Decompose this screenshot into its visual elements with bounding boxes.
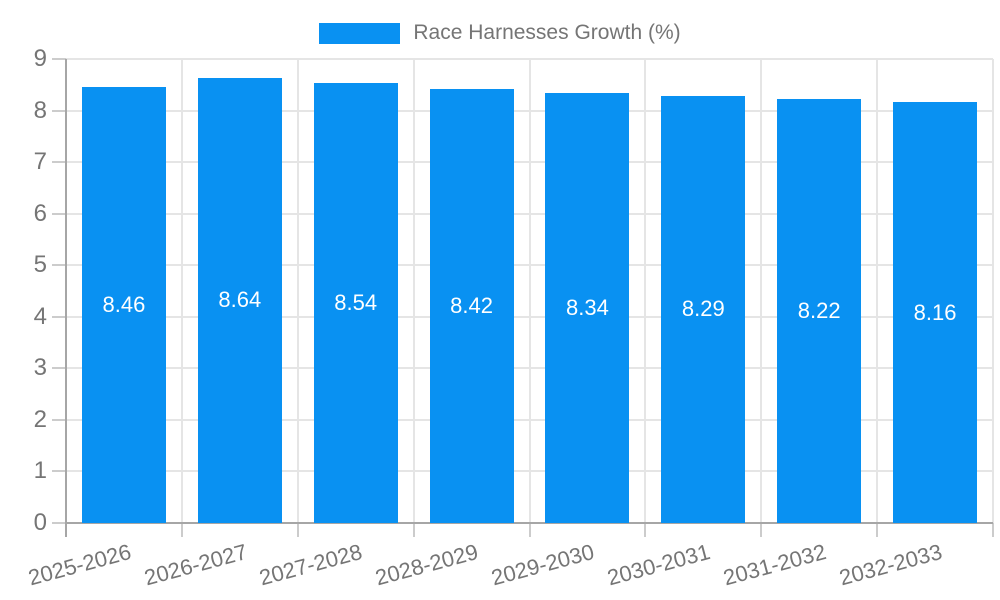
gridline-vertical (528, 59, 531, 523)
gridline-vertical (296, 59, 299, 523)
y-tick (52, 58, 66, 60)
x-tick (644, 523, 647, 537)
x-tick (296, 523, 299, 537)
x-tick (65, 523, 67, 537)
bar-value-label: 8.16 (913, 299, 957, 325)
x-axis-label: 2031-2032 (720, 539, 829, 591)
y-tick-label: 7 (33, 148, 47, 176)
y-tick-label: 2 (33, 405, 47, 433)
x-axis-label: 2028-2029 (372, 539, 482, 591)
bar[interactable] (313, 82, 398, 523)
y-tick (52, 212, 66, 215)
gridline-vertical (876, 59, 879, 523)
y-tick (52, 264, 66, 267)
y-tick (52, 470, 66, 473)
x-axis-label: 2025-2026 (25, 539, 134, 591)
bar[interactable] (661, 95, 746, 523)
gridline-vertical (760, 59, 763, 523)
bar-value-label: 8.46 (102, 291, 146, 317)
y-tick-label: 8 (33, 96, 47, 124)
y-tick-label: 9 (33, 45, 47, 72)
x-tick (992, 523, 994, 537)
x-tick (760, 523, 763, 537)
bar[interactable] (197, 77, 282, 523)
legend[interactable]: Race Harnesses Growth (%) (0, 21, 1000, 45)
x-axis-label: 2029-2030 (488, 539, 597, 591)
bar-value-label: 8.42 (450, 292, 493, 318)
legend-label: Race Harnesses Growth (%) (413, 21, 681, 44)
gridline-vertical (644, 59, 647, 523)
bar-value-label: 8.64 (218, 287, 262, 313)
gridline-vertical (412, 59, 415, 523)
x-axis-label: 2032-2033 (836, 539, 945, 591)
y-tick (52, 367, 66, 370)
bar[interactable] (81, 86, 166, 523)
y-tick (52, 418, 66, 421)
x-axis-label: 2026-2027 (141, 539, 250, 591)
y-tick-label: 4 (33, 302, 47, 330)
x-tick (180, 523, 183, 537)
y-tick (52, 315, 66, 318)
x-axis-label: 2030-2031 (604, 539, 713, 591)
bar-value-label: 8.22 (797, 298, 841, 324)
y-tick-label: 3 (33, 354, 47, 382)
bar-value-label: 8.29 (681, 296, 725, 322)
y-tick-label: 0 (33, 509, 47, 536)
x-tick (528, 523, 531, 537)
bar[interactable] (893, 102, 978, 523)
bar[interactable] (429, 88, 514, 523)
x-axis-label: 2027-2028 (257, 539, 366, 591)
y-tick-label: 1 (33, 457, 47, 485)
y-tick (52, 161, 66, 164)
y-tick (52, 109, 66, 112)
x-axis-line (66, 522, 993, 524)
bar[interactable] (545, 93, 630, 523)
bar-value-label: 8.34 (566, 295, 609, 320)
x-tick (412, 523, 415, 537)
y-tick-label: 6 (33, 199, 47, 227)
legend-swatch (319, 22, 401, 44)
bar-value-label: 8.54 (334, 289, 378, 315)
gridline-vertical (180, 59, 183, 523)
y-tick-label: 5 (33, 251, 47, 279)
gridline-vertical (992, 59, 994, 523)
bar[interactable] (777, 99, 862, 523)
y-axis-line (65, 59, 67, 523)
x-tick (876, 523, 879, 537)
y-tick (52, 522, 66, 524)
